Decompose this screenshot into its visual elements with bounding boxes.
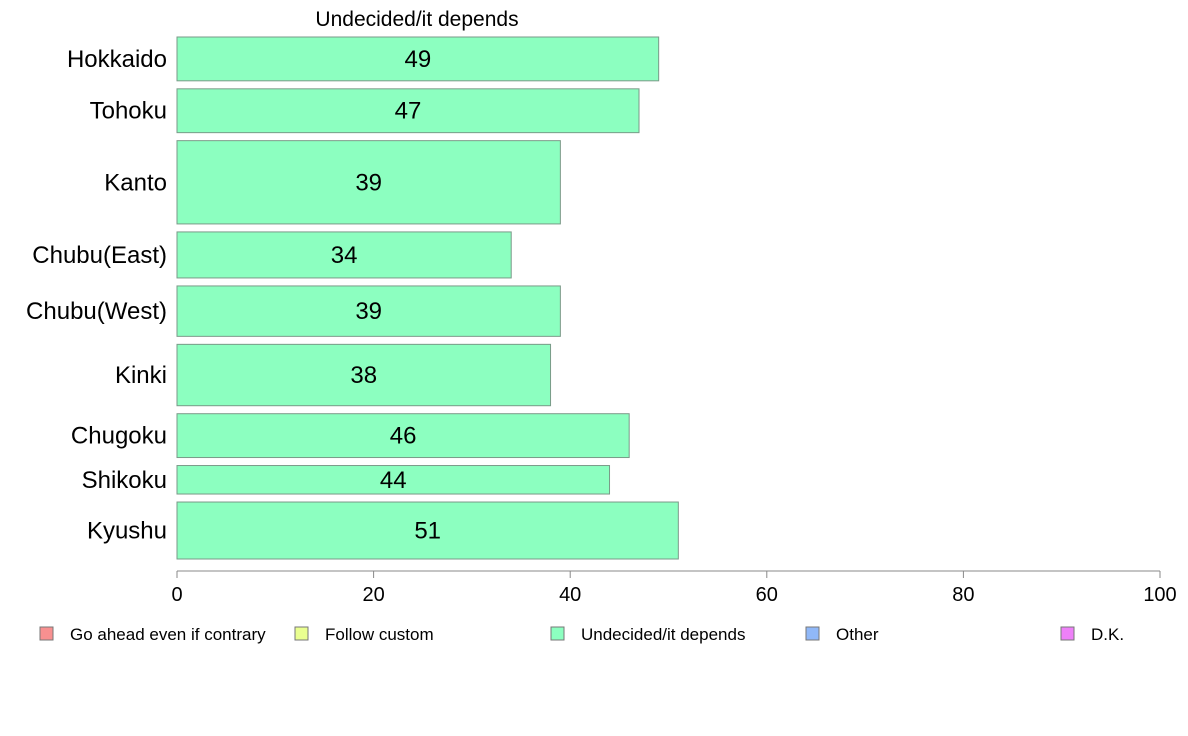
category-label: Chubu(East) (32, 242, 167, 269)
legend-label-d-k: D.K. (1091, 625, 1124, 644)
data-label: 39 (355, 169, 382, 196)
x-tick-label: 40 (559, 584, 581, 606)
data-label: 34 (331, 242, 358, 269)
category-label: Kyushu (87, 518, 167, 545)
chart-title: Undecided/it depends (315, 8, 518, 31)
legend-label-other: Other (836, 625, 879, 644)
data-label: 38 (350, 362, 377, 389)
x-tick-label: 60 (756, 584, 778, 606)
data-label: 39 (355, 298, 382, 325)
bar-chubu-west (176, 285, 561, 337)
category-label: Kinki (115, 362, 167, 389)
bar-chubu-east (176, 231, 512, 279)
category-label: Kanto (104, 169, 167, 196)
data-label: 51 (414, 518, 441, 545)
data-label: 49 (404, 46, 431, 73)
category-label: Chubu(West) (26, 298, 167, 325)
legend-swatch-undecided-it-depends (550, 626, 565, 641)
category-label: Shikoku (82, 467, 167, 494)
category-label: Tohoku (90, 98, 167, 125)
bar-kyushu (176, 501, 679, 560)
legend-swatch-follow-custom (294, 626, 309, 641)
bar-shikoku (176, 465, 611, 495)
x-axis: 0 20 40 60 80 100 (171, 570, 1177, 606)
data-label: 46 (390, 423, 417, 450)
legend: Go ahead even if contrary Follow custom Un… (39, 625, 1124, 644)
x-tick-label: 0 (171, 584, 182, 606)
bar-chugoku (176, 413, 630, 459)
bar-hokkaido (176, 36, 660, 82)
legend-label-go-ahead-even-if-contrary: Go ahead even if contrary (70, 625, 266, 644)
x-tick-label: 20 (362, 584, 384, 606)
x-tick-label: 100 (1143, 584, 1176, 606)
legend-swatch-d-k (1060, 626, 1075, 641)
legend-swatch-other (805, 626, 820, 641)
data-label: 47 (395, 98, 422, 125)
category-label: Chugoku (71, 423, 167, 450)
bars-group: Hokkaido 49 Tohoku 47 Kanto 39 Chubu(East) 34 Ch… (26, 36, 679, 560)
legend-label-undecided-it-depends: Undecided/it depends (581, 625, 745, 644)
legend-swatch-go-ahead-even-if-contrary (39, 626, 54, 641)
category-label: Hokkaido (67, 46, 167, 73)
legend-label-follow-custom: Follow custom (325, 625, 434, 644)
bar-tohoku (176, 88, 640, 134)
bar-kanto (176, 140, 561, 225)
data-label: 44 (380, 467, 407, 494)
bar-kinki (176, 343, 552, 407)
x-tick-label: 80 (952, 584, 974, 606)
